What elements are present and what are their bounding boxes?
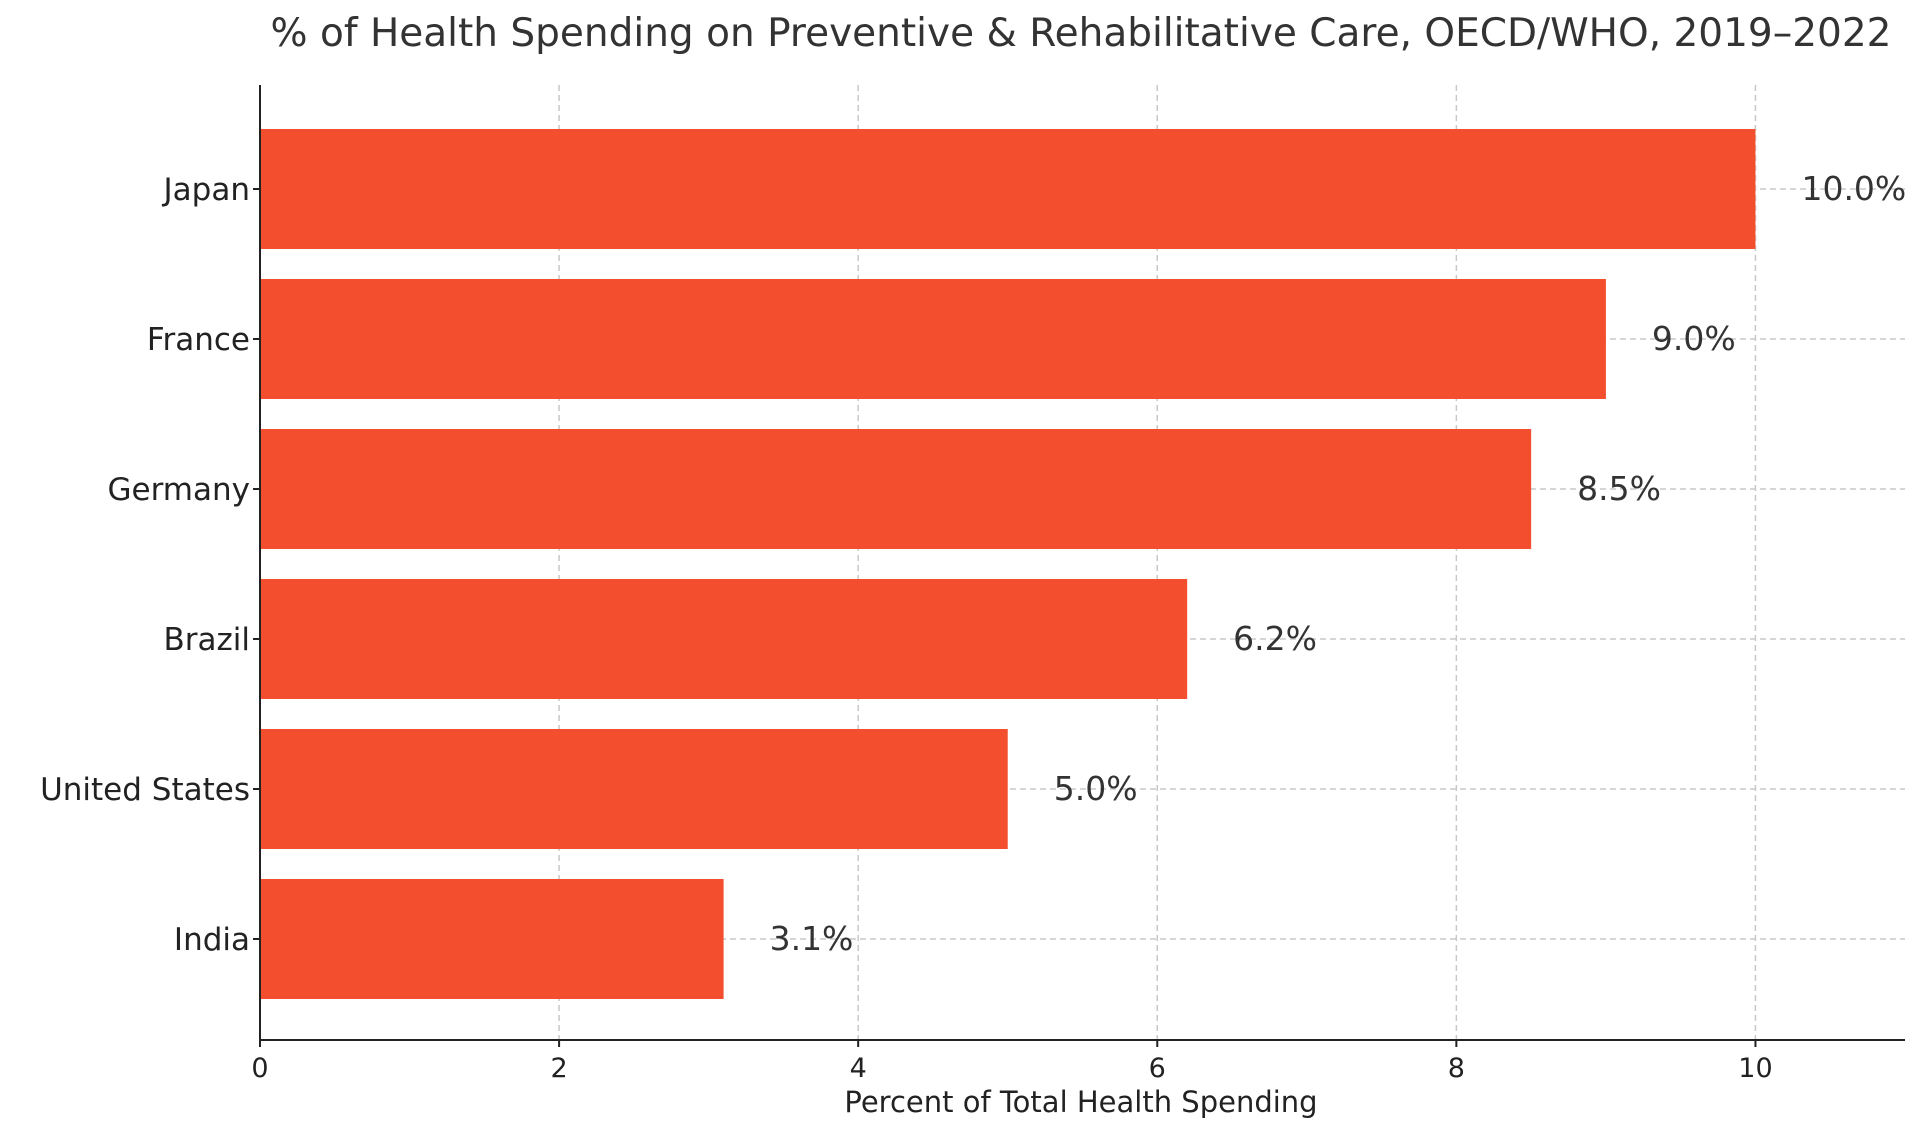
labels: Japan 10.0% France 9.0% Germany 8.5% Brazil 6.2…: [40, 169, 1906, 1084]
category-label: Japan: [162, 172, 250, 208]
chart-title: % of Health Spending on Preventive & Reh…: [271, 11, 1892, 56]
data-label: 8.5%: [1577, 469, 1661, 508]
category-label: France: [147, 322, 250, 358]
axes: [253, 85, 1905, 1047]
bar-germany: [260, 429, 1532, 549]
x-tick-label: 8: [1448, 1053, 1465, 1084]
bar-united-states: [260, 729, 1008, 849]
x-tick-label: 2: [550, 1053, 567, 1084]
category-label: Germany: [108, 472, 250, 508]
x-axis-label: Percent of Total Health Spending: [844, 1085, 1317, 1119]
x-tick-label: 6: [1149, 1053, 1166, 1084]
category-label: Brazil: [163, 622, 250, 658]
bars: [260, 129, 1756, 999]
data-label: 5.0%: [1054, 769, 1138, 808]
x-tick-label: 0: [251, 1053, 268, 1084]
bar-france: [260, 279, 1606, 399]
bar-brazil: [260, 579, 1188, 699]
bar-japan: [260, 129, 1756, 249]
category-label: India: [174, 922, 250, 958]
category-label: United States: [40, 772, 250, 808]
data-label: 6.2%: [1233, 619, 1317, 658]
data-label: 10.0%: [1801, 169, 1906, 208]
bar-india: [260, 879, 724, 999]
data-label: 9.0%: [1652, 319, 1736, 358]
data-label: 3.1%: [770, 919, 854, 958]
x-tick-label: 10: [1738, 1053, 1772, 1084]
x-tick-label: 4: [850, 1053, 867, 1084]
